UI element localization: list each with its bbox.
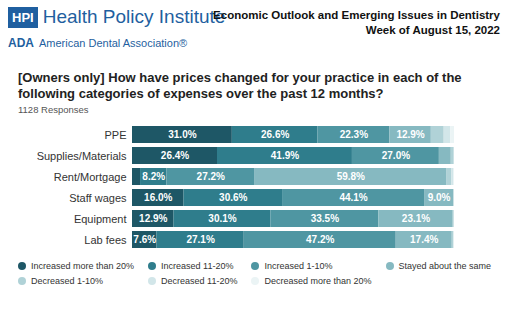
- svg-text:23.1%: 23.1%: [402, 213, 430, 224]
- svg-text:Equipment: Equipment: [74, 213, 127, 225]
- svg-text:17.4%: 17.4%: [410, 234, 438, 245]
- html-text:Increased more than 20%: Increased more than 20%: [31, 261, 135, 271]
- svg-text:30.6%: 30.6%: [219, 192, 247, 203]
- svg-text:8.2%: 8.2%: [142, 171, 165, 182]
- svg-text:22.3%: 22.3%: [340, 129, 368, 140]
- svg-text:26.4%: 26.4%: [161, 150, 189, 161]
- svg-text:12.9%: 12.9%: [396, 129, 424, 140]
- svg-text:12.9%: 12.9%: [139, 213, 167, 224]
- svg-text:30.1%: 30.1%: [208, 213, 236, 224]
- svg-text:16.0%: 16.0%: [144, 192, 172, 203]
- html-text:1128 Responses: 1128 Responses: [18, 104, 89, 115]
- html-text:American Dental Association®: American Dental Association®: [39, 37, 188, 49]
- html-text:Stayed about the same: Stayed about the same: [398, 261, 492, 271]
- html-text:Economic Outlook and Emerging: Economic Outlook and Emerging Issues in …: [213, 9, 500, 21]
- html-text:Week of August 15, 2022: Week of August 15, 2022: [365, 24, 500, 36]
- html-text:Increased 11-20%: Increased 11-20%: [161, 261, 234, 271]
- html-text:Health Policy Institute: Health Policy Institute: [42, 6, 226, 27]
- svg-text:27.1%: 27.1%: [186, 234, 214, 245]
- svg-text:31.0%: 31.0%: [168, 129, 196, 140]
- html-text:ADA: ADA: [8, 36, 34, 50]
- svg-text:47.2%: 47.2%: [306, 234, 334, 245]
- svg-text:33.5%: 33.5%: [311, 213, 339, 224]
- svg-text:41.9%: 41.9%: [271, 150, 299, 161]
- html-text:Decreased 1-10%: Decreased 1-10%: [31, 276, 103, 286]
- svg-text:Supplies/Materials: Supplies/Materials: [37, 150, 127, 162]
- html-text:Decreased 11-20%: Decreased 11-20%: [161, 276, 238, 286]
- svg-text:44.1%: 44.1%: [339, 192, 367, 203]
- html-text:[Owners only] How have prices: [Owners only] How have prices changed fo…: [18, 70, 462, 101]
- html-text:HPI: HPI: [12, 9, 34, 25]
- svg-text:59.8%: 59.8%: [337, 171, 365, 182]
- svg-text:PPE: PPE: [104, 129, 126, 141]
- html-text:Decreased more than 20%: Decreased more than 20%: [264, 276, 372, 286]
- html-text:Increased 1-10%: Increased 1-10%: [264, 261, 333, 271]
- svg-text:Rent/Mortgage: Rent/Mortgage: [54, 171, 127, 183]
- svg-text:26.6%: 26.6%: [261, 129, 289, 140]
- svg-text:27.0%: 27.0%: [382, 150, 410, 161]
- svg-text:9.0%: 9.0%: [428, 192, 451, 203]
- svg-text:27.2%: 27.2%: [197, 171, 225, 182]
- svg-text:Staff wages: Staff wages: [69, 192, 127, 204]
- svg-text:Lab fees: Lab fees: [84, 234, 127, 246]
- svg-text:7.6%: 7.6%: [133, 234, 156, 245]
